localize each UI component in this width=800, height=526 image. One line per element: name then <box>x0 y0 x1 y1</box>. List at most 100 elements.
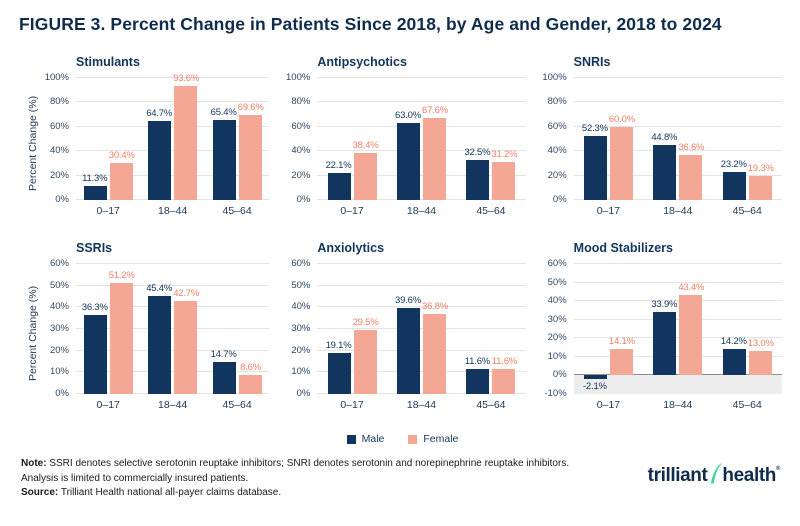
x-axis-labels: 0–17 18–44 45–64 <box>317 399 525 411</box>
x-tick-label: 18–44 <box>158 205 188 217</box>
y-tick-label: 20% <box>49 169 69 181</box>
negative-region <box>573 375 782 394</box>
y-tick-label: 60% <box>291 120 311 132</box>
y-tick-label: 80% <box>291 96 311 108</box>
bar-value-label: 29.5% <box>352 317 379 329</box>
bar-value-label: 36.8% <box>422 301 448 313</box>
bar-group: 36.3% 51.2% <box>76 264 140 394</box>
bar-value-label: 64.7% <box>146 108 173 120</box>
bar-value-label: -2.1% <box>582 381 607 393</box>
figure-title: FIGURE 3. Percent Change in Patients Sin… <box>19 14 722 34</box>
source-line: Source: Trilliant Health national all-pa… <box>21 486 569 501</box>
bar-female <box>238 375 262 394</box>
y-tick-label: 20% <box>49 344 69 356</box>
x-axis-labels: 0–17 18–44 45–64 <box>76 205 269 217</box>
y-tick-label: 0% <box>552 369 567 381</box>
bar-female <box>492 368 516 394</box>
legend-item-female: Female <box>408 433 458 445</box>
x-tick-label: 18–44 <box>406 205 437 217</box>
y-tick-label: 40% <box>547 145 567 157</box>
trilliant-health-logo: trilliant health ® <box>648 462 780 487</box>
bar-value-label: 69.6% <box>237 102 264 114</box>
y-axis-ticks: 60% 50% 40% 30% 20% 10% 0% <box>283 259 317 399</box>
bar-group: 11.6% 11.6% <box>456 264 525 394</box>
y-tick-label: 40% <box>49 145 69 157</box>
gridline <box>76 284 270 286</box>
bar-female <box>174 85 198 200</box>
bar-group: 23.2% 19.3% <box>713 78 782 200</box>
y-tick-label: 80% <box>49 96 69 108</box>
bar-male <box>83 186 107 200</box>
chart-snris: SNRIs 100% 80% 60% 40% 20% 0% 52.3% 60.0% 44.8%… <box>540 55 782 217</box>
legend-item-male: Male <box>346 433 385 445</box>
y-tick-label: 0% <box>296 194 311 205</box>
bar-value-label: 36.6% <box>678 142 705 154</box>
chart-title: Stimulants <box>76 55 140 69</box>
bar-group: -2.1% 14.1% <box>574 264 643 394</box>
bar-group: 65.4% 69.6% <box>205 78 269 200</box>
gridline <box>76 263 270 264</box>
bar-male <box>327 352 351 394</box>
x-tick-label: 18–44 <box>158 399 188 411</box>
plot-area: 52.3% 60.0% 44.8% 36.6% 23.2% 19.3% <box>573 77 782 200</box>
x-tick-label: 45–64 <box>222 399 252 411</box>
bar-male <box>212 120 236 200</box>
bar-value-label: 14.1% <box>608 336 635 348</box>
gridline <box>573 300 782 302</box>
bar-group: 19.1% 29.5% <box>317 264 386 394</box>
bar-male <box>148 295 172 394</box>
bar-female <box>174 301 198 394</box>
gridline <box>76 174 270 176</box>
bar-group: 33.9% 43.4% <box>643 264 712 394</box>
legend-label: Male <box>361 433 385 445</box>
gridline <box>317 328 526 329</box>
y-tick-label: 10% <box>291 366 311 378</box>
plot-area: 36.3% 51.2% 45.4% 42.7% 14.7% 8.6% <box>76 263 270 394</box>
bar-value-label: 43.4% <box>678 281 705 293</box>
bar-male <box>583 136 607 200</box>
bar-group: 32.5% 31.2% <box>456 78 525 200</box>
gridline <box>317 77 526 78</box>
bar-value-label: 23.2% <box>720 158 747 170</box>
bar-value-label: 67.6% <box>422 104 448 116</box>
bar-male <box>148 121 172 200</box>
bar-group: 22.1% 38.4% <box>317 78 386 200</box>
bar-male <box>396 308 420 394</box>
y-tick-label: 0% <box>55 194 69 205</box>
bar-female <box>609 349 633 376</box>
footnotes: Note: SSRI denotes selective serotonin r… <box>21 457 569 501</box>
bar-value-label: 8.6% <box>240 362 262 374</box>
y-tick-label: -10% <box>544 388 567 399</box>
gridline <box>76 199 270 200</box>
x-tick-label: 45–64 <box>732 399 762 411</box>
note-line: Note: SSRI denotes selective serotonin r… <box>21 457 569 472</box>
bar-value-label: 45.4% <box>146 282 173 294</box>
y-tick-label: 30% <box>49 323 69 334</box>
chart-title: Mood Stabilizers <box>573 241 673 255</box>
bar-male <box>722 349 746 376</box>
y-tick-label: 10% <box>547 350 567 362</box>
plot-area: 11.3% 30.4% 64.7% 93.6% 65.4% 69.6% <box>76 73 270 200</box>
gridline <box>573 101 782 103</box>
bar-value-label: 65.4% <box>210 107 237 119</box>
gridline <box>573 174 782 176</box>
bar-female <box>492 161 516 200</box>
y-tick-label: 30% <box>547 313 567 325</box>
x-tick-label: 45–64 <box>476 399 506 411</box>
gridline <box>317 393 526 394</box>
y-axis-ticks: 100% 80% 60% 40% 20% 0% <box>42 73 76 205</box>
bar-value-label: 11.6% <box>491 355 518 367</box>
gridline <box>76 328 270 329</box>
bar-female <box>748 351 772 376</box>
bar-value-label: 38.4% <box>352 140 379 152</box>
y-axis-ticks: 100% 80% 60% 40% 20% 0% <box>540 73 574 205</box>
gridline <box>573 263 782 264</box>
bar-group: 14.7% 8.6% <box>205 264 269 394</box>
bar-value-label: 39.6% <box>395 295 421 307</box>
x-tick-label: 0–17 <box>596 399 621 411</box>
y-tick-label: 100% <box>44 72 69 83</box>
y-tick-label: 50% <box>49 279 69 291</box>
charts-grid: Percent Change (%) Stimulants 100% 80% 60%… <box>27 55 782 411</box>
chart-title: SSRIs <box>76 241 113 255</box>
x-tick-label: 18–44 <box>406 399 437 411</box>
